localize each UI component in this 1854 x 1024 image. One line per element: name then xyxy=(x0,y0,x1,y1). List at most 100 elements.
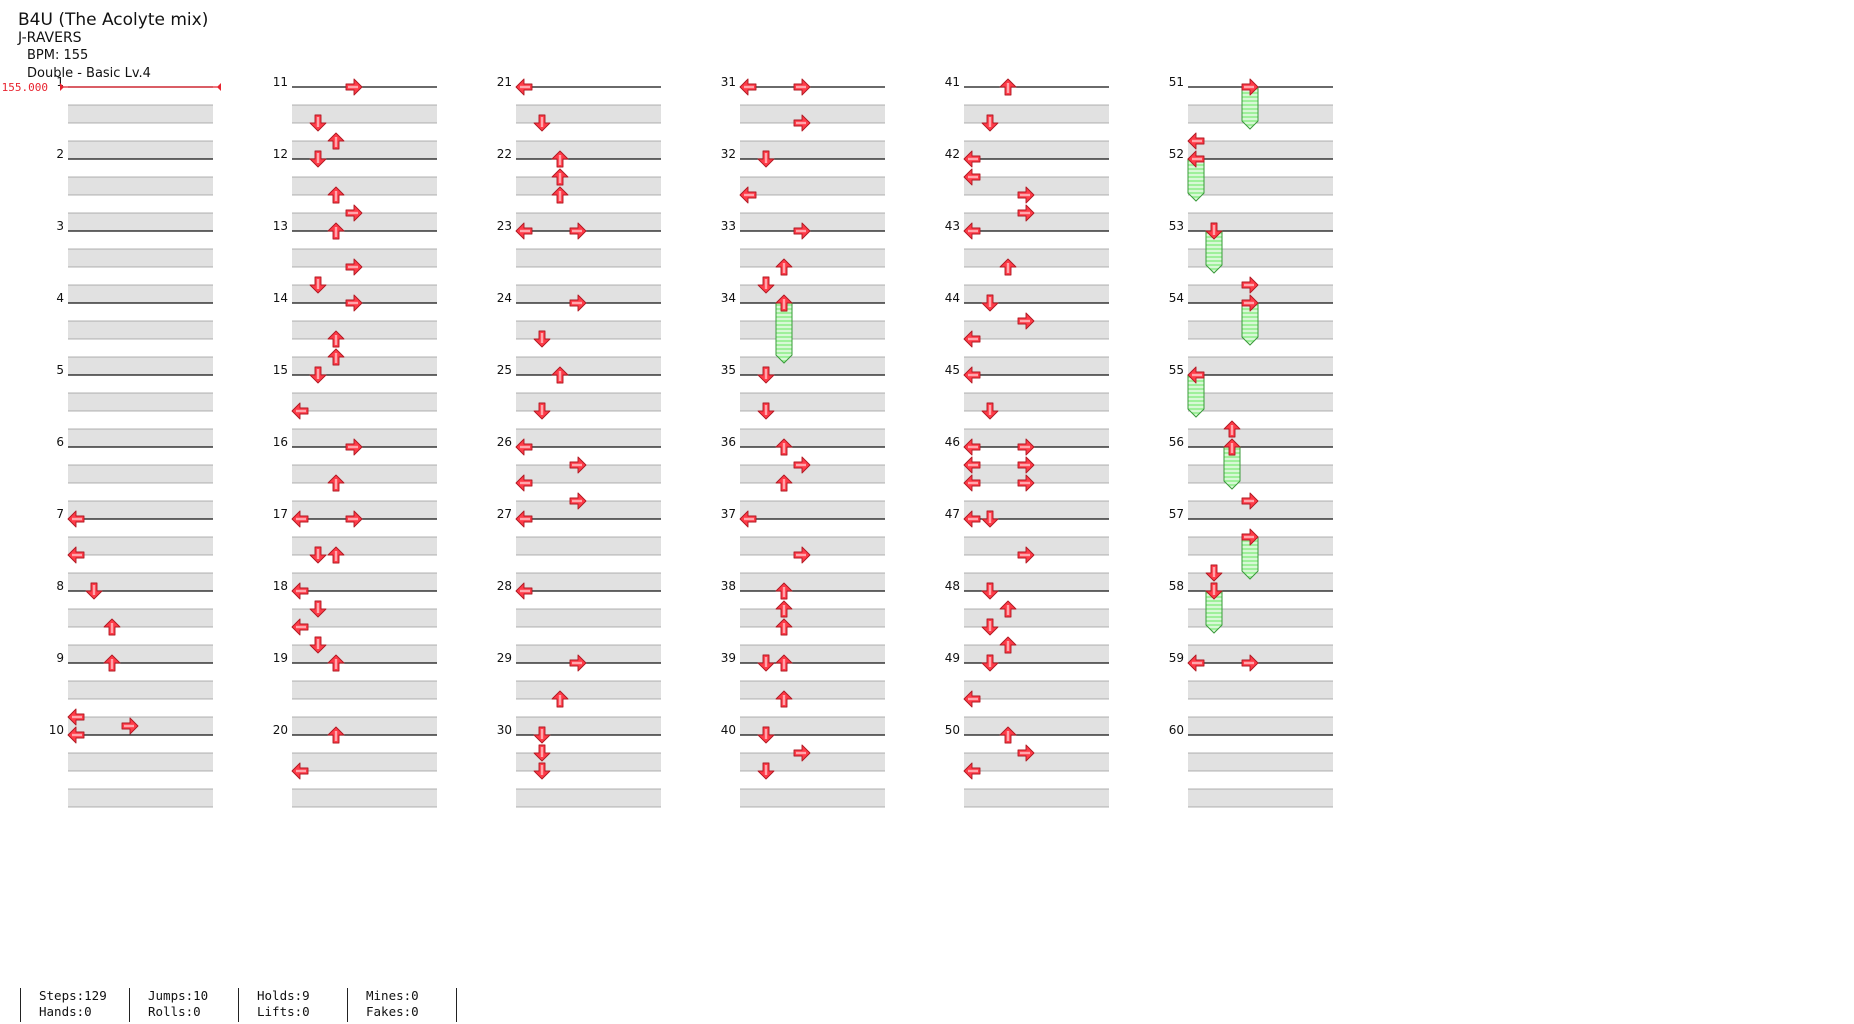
measure-number: 43 xyxy=(945,219,960,233)
up-arrow-icon xyxy=(775,258,793,276)
beat-row xyxy=(68,663,213,681)
right-arrow-icon xyxy=(793,78,811,96)
beat-row xyxy=(740,555,885,573)
beat-row xyxy=(1188,519,1333,537)
down-arrow-icon xyxy=(309,546,327,564)
beat-row xyxy=(68,483,213,501)
beat-row xyxy=(964,357,1109,375)
measure-number: 35 xyxy=(721,363,736,377)
right-arrow-icon xyxy=(1241,528,1259,546)
beat-row xyxy=(292,123,437,141)
beat-row xyxy=(292,159,437,177)
beat-row xyxy=(740,357,885,375)
measure-number: 60 xyxy=(1169,723,1184,737)
beat-row xyxy=(68,501,213,519)
beat-row xyxy=(516,789,661,807)
measure-number: 59 xyxy=(1169,651,1184,665)
beat-row xyxy=(292,465,437,483)
up-arrow-icon xyxy=(999,78,1017,96)
beat-row xyxy=(964,123,1109,141)
beat-row xyxy=(740,663,885,681)
measure-number: 31 xyxy=(721,75,736,89)
beat-row xyxy=(68,249,213,267)
left-arrow-icon xyxy=(1187,366,1205,384)
up-arrow-icon xyxy=(327,330,345,348)
beat-row xyxy=(516,735,661,753)
measure-number: 20 xyxy=(273,723,288,737)
measure-number: 15 xyxy=(273,363,288,377)
beat-row xyxy=(964,285,1109,303)
beat-row xyxy=(964,771,1109,789)
beat-row xyxy=(68,141,213,159)
beat-row xyxy=(1188,609,1333,627)
beat-row xyxy=(516,717,661,735)
beat-row xyxy=(964,249,1109,267)
right-arrow-icon xyxy=(1017,204,1035,222)
beat-row xyxy=(68,771,213,789)
beat-row xyxy=(516,519,661,537)
beat-row xyxy=(516,213,661,231)
down-arrow-icon xyxy=(981,654,999,672)
beat-row xyxy=(740,375,885,393)
measure-number: 23 xyxy=(497,219,512,233)
beat-row xyxy=(964,627,1109,645)
down-arrow-icon xyxy=(309,276,327,294)
beat-row xyxy=(964,681,1109,699)
beat-row xyxy=(740,681,885,699)
measure-number: 1 xyxy=(56,75,64,89)
right-arrow-icon xyxy=(1017,456,1035,474)
beat-row xyxy=(68,321,213,339)
bpm-label: 155.000 xyxy=(2,81,48,94)
beat-row xyxy=(292,609,437,627)
beat-row xyxy=(1188,249,1333,267)
beat-row xyxy=(964,609,1109,627)
beat-row xyxy=(740,519,885,537)
left-arrow-icon xyxy=(963,690,981,708)
stat-jumps: Jumps:10 xyxy=(148,988,209,1003)
beat-row xyxy=(292,177,437,195)
beat-row xyxy=(68,645,213,663)
beat-row xyxy=(964,231,1109,249)
beat-row xyxy=(964,591,1109,609)
beat-row xyxy=(1188,321,1333,339)
beat-row xyxy=(1188,447,1333,465)
beat-row xyxy=(1188,753,1333,771)
beat-row xyxy=(292,141,437,159)
left-arrow-icon xyxy=(963,150,981,168)
left-arrow-icon xyxy=(739,78,757,96)
measure-number: 49 xyxy=(945,651,960,665)
left-arrow-icon xyxy=(1187,654,1205,672)
beat-row xyxy=(516,105,661,123)
left-arrow-icon xyxy=(963,438,981,456)
beat-row xyxy=(292,483,437,501)
up-arrow-icon xyxy=(327,654,345,672)
beat-row xyxy=(292,681,437,699)
left-arrow-icon xyxy=(1187,132,1205,150)
up-arrow-icon xyxy=(327,546,345,564)
measure-number: 2 xyxy=(56,147,64,161)
beat-row xyxy=(516,537,661,555)
left-arrow-icon xyxy=(291,618,309,636)
song-info: B4U (The Acolyte mix) J-RAVERS BPM: 155 … xyxy=(18,10,208,83)
measure-number: 48 xyxy=(945,579,960,593)
beat-row xyxy=(964,429,1109,447)
up-arrow-icon xyxy=(103,654,121,672)
beat-row xyxy=(292,753,437,771)
measure-number: 42 xyxy=(945,147,960,161)
left-arrow-icon xyxy=(515,438,533,456)
up-arrow-icon xyxy=(327,726,345,744)
beat-row xyxy=(740,411,885,429)
measure-number: 29 xyxy=(497,651,512,665)
right-arrow-icon xyxy=(793,744,811,762)
beat-row xyxy=(1188,141,1333,159)
beat-row xyxy=(964,753,1109,771)
beat-row xyxy=(68,213,213,231)
beat-row xyxy=(1188,339,1333,357)
right-arrow-icon xyxy=(1017,744,1035,762)
hold-note xyxy=(775,302,793,364)
left-arrow-icon xyxy=(291,402,309,420)
beat-row xyxy=(292,447,437,465)
beat-row xyxy=(740,771,885,789)
beat-row xyxy=(740,213,885,231)
left-arrow-icon xyxy=(963,222,981,240)
